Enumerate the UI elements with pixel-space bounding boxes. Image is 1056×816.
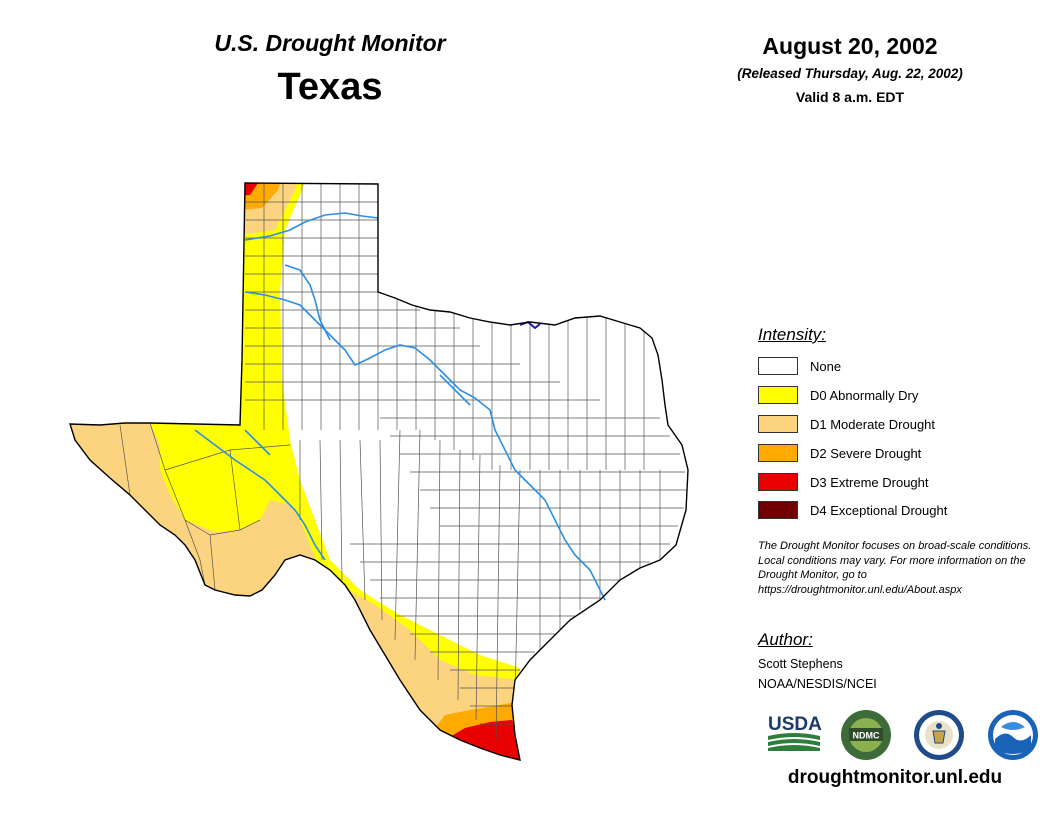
valid-time: Valid 8 a.m. EDT bbox=[795, 89, 905, 105]
usda-logo: USDA bbox=[768, 714, 822, 751]
legend-swatch bbox=[758, 444, 798, 462]
legend-item-d3: D3 Extreme Drought bbox=[758, 472, 929, 492]
area-d2-panhandle bbox=[235, 183, 285, 210]
legend-swatch bbox=[758, 386, 798, 404]
drought-areas bbox=[70, 183, 688, 760]
legend-label: D2 Severe Drought bbox=[810, 445, 922, 461]
legend-heading: Intensity: bbox=[758, 325, 827, 344]
legend-item-d2: D2 Severe Drought bbox=[758, 443, 921, 463]
product-title: U.S. Drought Monitor bbox=[214, 30, 446, 56]
map-date: August 20, 2002 bbox=[762, 33, 938, 59]
legend-item-d4: D4 Exceptional Drought bbox=[758, 500, 947, 520]
legend-label: None bbox=[810, 358, 842, 374]
legend-label: D0 Abnormally Dry bbox=[810, 387, 919, 403]
legend-swatch bbox=[758, 501, 798, 519]
disclaimer-text: The Drought Monitor focuses on broad-sca… bbox=[758, 540, 1032, 596]
river-canadian bbox=[244, 212, 379, 241]
author-org: NOAA/NESDIS/NCEI bbox=[758, 677, 877, 691]
author-name: Scott Stephens bbox=[758, 657, 843, 671]
county-lines-trans-pecos bbox=[119, 422, 291, 591]
legend-swatch bbox=[758, 415, 798, 433]
county-lines bbox=[119, 184, 686, 741]
legend-swatch bbox=[758, 473, 798, 491]
website-url[interactable]: droughtmonitor.unl.edu bbox=[787, 767, 1003, 788]
county-grid-central-east bbox=[299, 417, 686, 741]
legend-item-none: None bbox=[758, 356, 841, 376]
author-heading: Author: bbox=[758, 630, 813, 649]
legend-swatch bbox=[758, 357, 798, 375]
release-date: (Released Thursday, Aug. 22, 2002) bbox=[737, 66, 963, 81]
texas-outline bbox=[69, 182, 689, 761]
river-brazos bbox=[284, 264, 471, 406]
ndmc-logo: NDMC bbox=[841, 710, 891, 760]
river-colorado bbox=[244, 429, 271, 456]
legend-label: D4 Exceptional Drought bbox=[810, 502, 948, 518]
river-pecos-rio bbox=[194, 429, 326, 561]
rivers bbox=[194, 212, 606, 601]
region-title: Texas bbox=[277, 66, 383, 108]
ndmc-logo-text: NDMC bbox=[853, 731, 880, 741]
usda-logo-text: USDA bbox=[768, 714, 822, 735]
river-red bbox=[244, 291, 606, 601]
legend-item-d1: D1 Moderate Drought bbox=[758, 414, 935, 434]
noaa-logo-icon bbox=[988, 710, 1038, 760]
legend-label: D3 Extreme Drought bbox=[810, 474, 929, 490]
county-grid-panhandle bbox=[245, 184, 645, 470]
legend-label: D1 Moderate Drought bbox=[810, 416, 936, 432]
legend-item-d0: D0 Abnormally Dry bbox=[758, 385, 918, 405]
texas-drought-map bbox=[69, 182, 689, 761]
commerce-seal-icon bbox=[914, 710, 964, 760]
